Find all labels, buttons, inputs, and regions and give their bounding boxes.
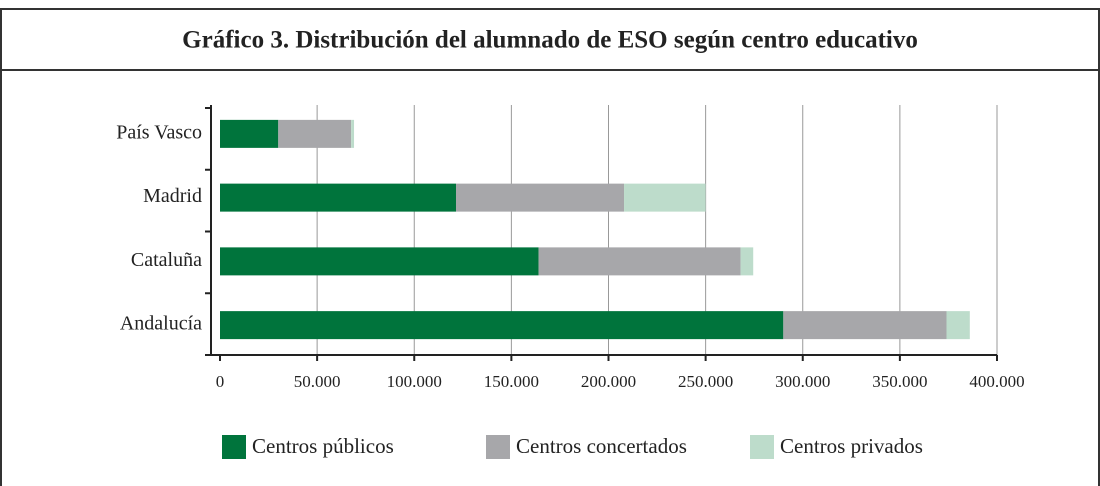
bar-segment xyxy=(456,183,625,212)
x-tick-label: 200.000 xyxy=(581,372,636,391)
bar-segment xyxy=(740,247,754,276)
legend-swatch xyxy=(486,435,510,459)
x-tick-label: 100.000 xyxy=(387,372,442,391)
bar-segment xyxy=(220,119,279,148)
y-tick-label: Cataluña xyxy=(131,249,202,271)
y-tick-label: País Vasco xyxy=(116,121,202,143)
legend-swatch xyxy=(750,435,774,459)
bar-segment xyxy=(220,311,784,340)
legend-label: Centros públicos xyxy=(252,434,394,458)
bar-segment xyxy=(624,183,706,212)
x-tick-label: 250.000 xyxy=(678,372,733,391)
x-tick-label: 350.000 xyxy=(872,372,927,391)
x-tick-label: 150.000 xyxy=(484,372,539,391)
bar-segment xyxy=(220,183,457,212)
bar-segment xyxy=(538,247,741,276)
legend-label: Centros privados xyxy=(780,434,923,458)
bar-segment xyxy=(351,119,355,148)
bar-segment xyxy=(946,311,970,340)
bar-segment xyxy=(783,311,947,340)
x-tick-label: 300.000 xyxy=(775,372,830,391)
y-tick-label: Andalucía xyxy=(120,313,202,335)
x-tick-label: 400.000 xyxy=(969,372,1024,391)
chart-title: Gráfico 3. Distribución del alumnado de … xyxy=(182,27,918,54)
frame xyxy=(0,8,1100,486)
x-tick-label: 0 xyxy=(216,372,225,391)
bar-segment xyxy=(220,247,539,276)
x-tick-label: 50.000 xyxy=(294,372,341,391)
legend-label: Centros concertados xyxy=(516,434,687,458)
y-tick-label: Madrid xyxy=(143,185,202,207)
legend-swatch xyxy=(222,435,246,459)
bar-segment xyxy=(278,119,352,148)
